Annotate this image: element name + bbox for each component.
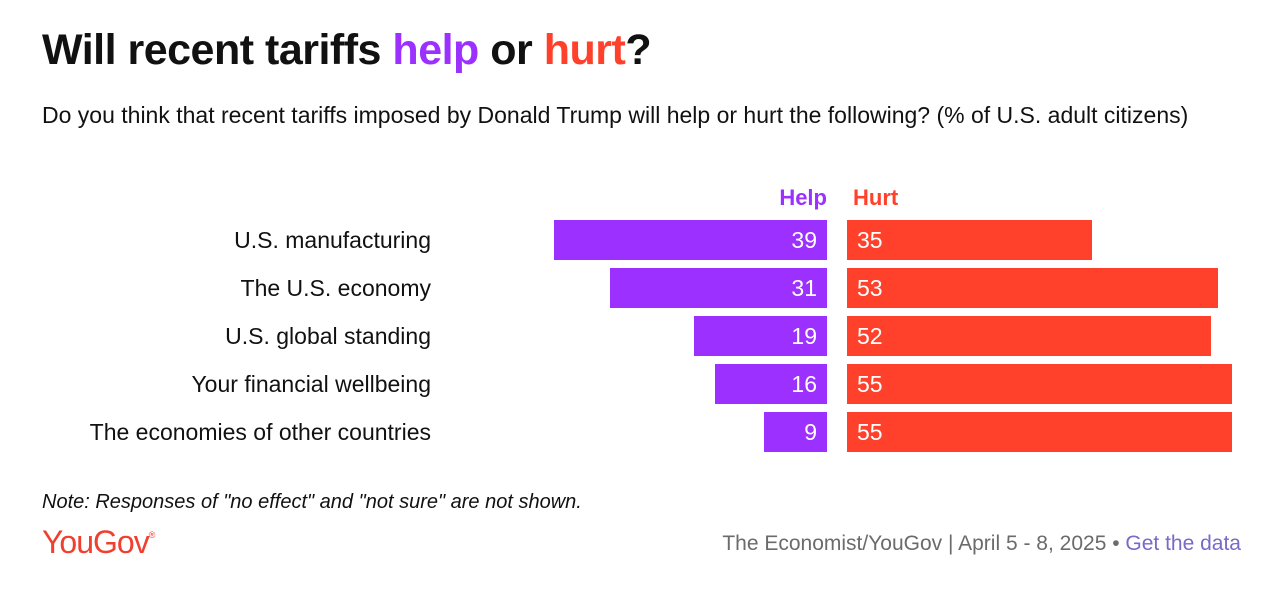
title-prefix: Will recent tariffs <box>42 26 393 74</box>
bar-help <box>554 220 827 260</box>
data-label-help: 31 <box>791 275 817 301</box>
data-label-hurt: 55 <box>857 419 883 445</box>
yougov-logo: YouGov® <box>42 524 155 561</box>
data-label-hurt: 55 <box>857 371 883 397</box>
category-label: The economies of other countries <box>90 419 431 445</box>
title-hurt-word: hurt <box>543 26 626 74</box>
data-label-help: 39 <box>791 227 817 253</box>
category-label: The U.S. economy <box>241 275 432 301</box>
chart-note: Note: Responses of "no effect" and "not … <box>42 491 582 513</box>
logo-registered-mark: ® <box>148 530 156 540</box>
bar-hurt <box>847 364 1232 404</box>
chart-subtitle: Do you think that recent tariffs imposed… <box>42 102 1189 128</box>
chart-title: Will recent tariffs help or hurt? <box>42 26 652 75</box>
legend-hurt: Hurt <box>853 185 899 210</box>
bar-hurt <box>847 316 1211 356</box>
category-label: U.S. global standing <box>225 323 431 349</box>
bar-help <box>610 268 827 308</box>
data-label-help: 16 <box>791 371 817 397</box>
bar-hurt <box>847 220 1092 260</box>
category-label: Your financial wellbeing <box>191 371 431 397</box>
data-label-hurt: 53 <box>857 275 883 301</box>
bar-help <box>764 412 827 452</box>
category-label: U.S. manufacturing <box>234 227 431 253</box>
title-middle: or <box>478 26 544 74</box>
data-label-help: 9 <box>804 419 817 445</box>
diverging-bar-chart: Help Hurt U.S. manufacturing 39 35 The U.S. e… <box>90 185 1232 452</box>
data-label-hurt: 35 <box>857 227 883 253</box>
source-text: The Economist/YouGov | April 5 - 8, 2025 <box>722 532 1107 555</box>
logo-text: YouGov <box>42 524 150 560</box>
bar-help <box>694 316 827 356</box>
data-label-help: 19 <box>791 323 817 349</box>
legend-help: Help <box>779 185 827 210</box>
get-the-data-link[interactable]: Get the data <box>1125 532 1241 555</box>
source-line: The Economist/YouGov | April 5 - 8, 2025… <box>722 532 1241 556</box>
title-suffix: ? <box>625 26 652 74</box>
data-label-hurt: 52 <box>857 323 883 349</box>
bar-hurt <box>847 268 1218 308</box>
bar-hurt <box>847 412 1232 452</box>
bar-help <box>715 364 827 404</box>
source-separator: • <box>1106 532 1126 555</box>
title-help-word: help <box>392 26 479 74</box>
